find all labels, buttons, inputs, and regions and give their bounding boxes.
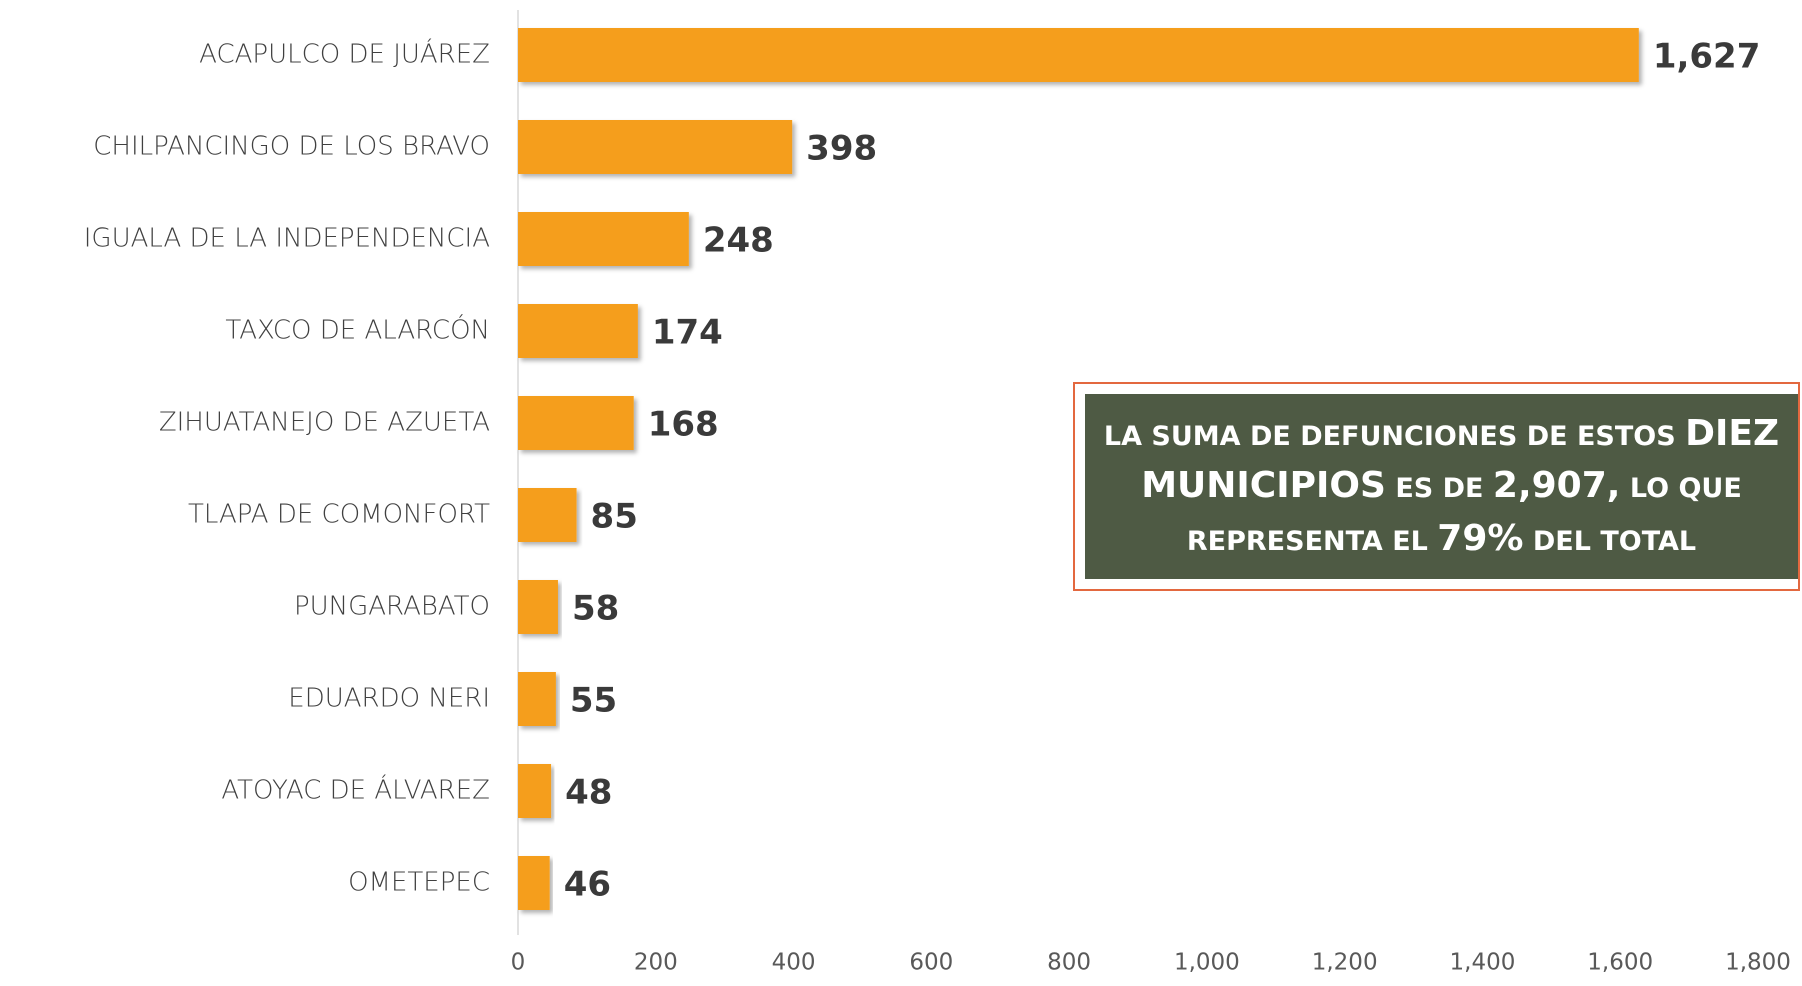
value-label: 85 [591,497,638,537]
value-label: 168 [648,405,719,445]
bar [518,120,793,174]
y-tick-label: IGUALA DE LA INDEPENDENCIA [84,224,490,254]
x-tick-label: 1,200 [1312,950,1378,976]
annotation-run: 79% [1437,517,1524,559]
annotation-run: LA SUMA DE DEFUNCIONES DE ESTOS [1103,421,1676,453]
value-label: 58 [572,589,619,629]
annotation-run: DIEZ MUNICIPIOS [1141,413,1780,507]
x-tick-label: 200 [634,950,678,976]
value-label: 398 [806,129,877,169]
x-tick-label: 400 [772,950,816,976]
x-tick-label: 1,400 [1450,950,1516,976]
x-tick-label: 1,000 [1174,950,1240,976]
annotation-run: ES DE [1395,473,1484,505]
value-label: 1,627 [1653,37,1761,77]
x-tick-label: 1,600 [1587,950,1653,976]
bar [518,212,689,266]
y-tick-label: PUNGARABATO [294,592,490,622]
annotation-paragraph: LA SUMA DE DEFUNCIONES DE ESTOS DIEZ MUN… [1099,408,1784,565]
bar [518,580,558,634]
annotation-run: LO QUE REPRESENTA EL [1186,473,1742,557]
y-tick-label: CHILPANCINGO DE LOS BRAVO [93,132,490,162]
x-tick-label: 800 [1047,950,1091,976]
value-label: 174 [652,313,723,353]
y-tick-label: TAXCO DE ALARCÓN [225,314,490,346]
annotation-run: DEL TOTAL [1532,525,1697,557]
value-label: 55 [570,681,617,721]
bar [518,488,577,542]
y-tick-label: ATOYAC DE ÁLVAREZ [221,774,490,806]
y-tick-label: ACAPULCO DE JUÁREZ [199,38,490,70]
bar [518,764,552,818]
bar [518,856,550,910]
value-label: 46 [564,865,611,905]
annotation-run: 2,907, [1492,465,1621,507]
bar [518,396,634,450]
y-tick-label: ZIHUATANEJO DE AZUETA [159,408,490,438]
value-label: 248 [703,221,774,261]
annotation-text: LA SUMA DE DEFUNCIONES DE ESTOS DIEZ MUN… [1085,394,1798,579]
value-label: 48 [565,773,612,813]
bar [518,28,1639,82]
annotation-box: LA SUMA DE DEFUNCIONES DE ESTOS DIEZ MUN… [1073,382,1800,591]
bar [518,304,638,358]
x-tick-label: 1,800 [1725,950,1791,976]
y-tick-label: EDUARDO NERI [288,684,490,714]
x-tick-label: 600 [909,950,953,976]
bar [518,672,556,726]
y-tick-label: OMETEPEC [348,868,490,898]
x-tick-label: 0 [511,950,526,976]
y-tick-label: TLAPA DE COMONFORT [188,500,490,530]
